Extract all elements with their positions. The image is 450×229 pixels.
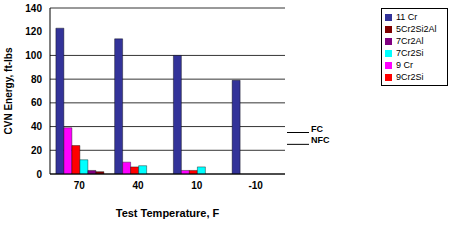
svg-text:70: 70 [74,180,86,191]
html-text:7Cr2Al: 7Cr2Al [396,36,424,46]
svg-text:NFC: NFC [311,135,330,145]
svg-text:140: 140 [25,3,42,14]
svg-text:FC: FC [311,124,323,134]
svg-text:120: 120 [25,26,42,37]
svg-text:-10: -10 [248,180,263,191]
svg-text:80: 80 [31,74,43,85]
svg-text:0: 0 [36,169,42,180]
html-text:5Cr2Si2Al: 5Cr2Si2Al [396,24,437,34]
svg-text:40: 40 [31,121,43,132]
html-text:7Cr2Si: 7Cr2Si [396,48,424,58]
html-text:9Cr2Si: 9Cr2Si [396,72,424,82]
html-text:9 Cr: 9 Cr [396,60,413,70]
svg-text:10: 10 [191,180,203,191]
svg-text:CVN Energy, ft-lbs: CVN Energy, ft-lbs [8,47,14,134]
svg-text:40: 40 [133,180,145,191]
svg-text:20: 20 [31,145,43,156]
svg-text:Test Temperature, F: Test Temperature, F [116,207,220,219]
html-text:11 Cr: 11 Cr [396,12,418,22]
svg-text:100: 100 [25,50,42,61]
svg-text:60: 60 [31,97,43,108]
